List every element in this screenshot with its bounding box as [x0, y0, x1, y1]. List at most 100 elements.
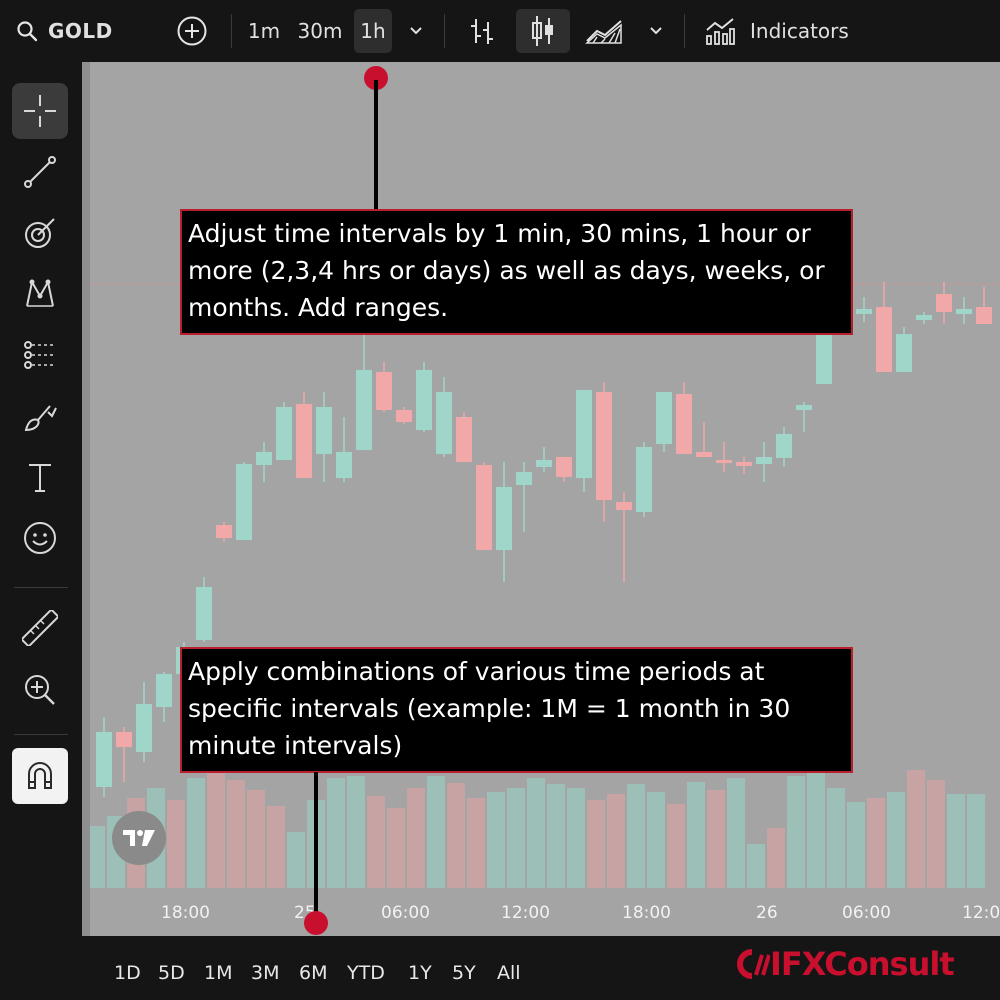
- zoom-in-tool[interactable]: [12, 662, 68, 718]
- chart-left-edge: [82, 62, 90, 936]
- range-3m[interactable]: 3M: [251, 962, 280, 984]
- candle-body: [456, 417, 472, 462]
- chevron-down-icon: [410, 27, 422, 35]
- candle-body: [156, 674, 172, 707]
- chart-type-dropdown[interactable]: [642, 0, 670, 62]
- candle-body: [936, 294, 952, 312]
- brush-tool[interactable]: [12, 388, 68, 444]
- volume-bar: [187, 778, 205, 888]
- magnet-icon: [28, 762, 52, 789]
- candle-body: [856, 309, 872, 314]
- brand-mark-icon: [737, 949, 770, 979]
- annotation-stem-bottom: [314, 772, 318, 918]
- text-icon: [29, 464, 51, 492]
- range-all[interactable]: All: [497, 962, 521, 984]
- candle-body: [396, 410, 412, 422]
- magnet-tool[interactable]: [12, 748, 68, 804]
- volume-bar: [907, 770, 925, 888]
- volume-bar: [227, 780, 245, 888]
- volume-bar: [547, 784, 565, 888]
- text-tool[interactable]: [12, 449, 68, 505]
- candle-body: [116, 732, 132, 747]
- candlestick-chart[interactable]: [82, 62, 1000, 936]
- compare-button[interactable]: [172, 0, 212, 62]
- candles-style-button[interactable]: [516, 9, 570, 53]
- pattern-tool[interactable]: [12, 266, 68, 322]
- add-symbol-icon: [177, 16, 207, 46]
- candle-body: [236, 464, 252, 540]
- annotation-ranges: Apply combinations of various time perio…: [180, 647, 853, 773]
- range-1d[interactable]: 1D: [114, 962, 141, 984]
- symbol-search[interactable]: GOLD: [16, 0, 116, 62]
- candle-body: [196, 587, 212, 640]
- brand-name: IFXConsult: [770, 945, 955, 983]
- range-1m[interactable]: 1M: [204, 962, 233, 984]
- gann-fib-tool[interactable]: [12, 205, 68, 261]
- range-5y[interactable]: 5Y: [452, 962, 476, 984]
- ruler-tool[interactable]: [12, 600, 68, 656]
- crosshair-tool[interactable]: [12, 83, 68, 139]
- volume-bar: [327, 778, 345, 888]
- volume-bar: [767, 828, 785, 888]
- candle-body: [436, 392, 452, 454]
- volume-bar: [787, 776, 805, 888]
- volume-bar: [867, 798, 885, 888]
- prediction-tool[interactable]: [12, 327, 68, 383]
- time-tick: 12:00: [501, 903, 550, 923]
- interval-30m[interactable]: 30m: [297, 19, 343, 43]
- pattern-icon: [26, 279, 54, 307]
- volume-bar: [807, 770, 825, 888]
- crosshair-icon: [24, 95, 56, 127]
- emoji-tool[interactable]: [12, 510, 68, 566]
- candle-body: [96, 732, 112, 787]
- trend-line-icon: [24, 156, 56, 188]
- time-axis: [90, 888, 1000, 936]
- range-ytd[interactable]: YTD: [347, 962, 385, 984]
- candles: [96, 282, 992, 797]
- candle-body: [536, 460, 552, 467]
- candle-body: [556, 457, 572, 477]
- candle-body: [816, 334, 832, 384]
- volume-bar: [167, 800, 185, 888]
- volume-bar: [407, 788, 425, 888]
- tools-divider: [14, 587, 68, 588]
- candle-body: [656, 392, 672, 444]
- tools-divider: [14, 734, 68, 735]
- range-5d[interactable]: 5D: [158, 962, 185, 984]
- indicators-button[interactable]: Indicators: [704, 0, 864, 62]
- interval-1m[interactable]: 1m: [247, 19, 281, 43]
- tradingview-logo[interactable]: [112, 811, 166, 865]
- candle-body: [316, 407, 332, 454]
- interval-dropdown[interactable]: [402, 0, 430, 62]
- candle-body: [756, 457, 772, 464]
- trend-line-tool[interactable]: [12, 144, 68, 200]
- candle-body: [296, 404, 312, 478]
- range-1y[interactable]: 1Y: [408, 962, 432, 984]
- top-toolbar: GOLD 1m 30m 1h: [0, 0, 1000, 62]
- volume-bar: [87, 826, 105, 888]
- area-style-button[interactable]: [582, 0, 628, 62]
- zoom-in-icon: [25, 675, 55, 705]
- toolbar-divider: [231, 14, 232, 48]
- volume-bar: [247, 790, 265, 888]
- candle-body: [796, 405, 812, 410]
- candle-body: [896, 334, 912, 372]
- candle-body: [256, 452, 272, 465]
- candle-body: [596, 392, 612, 500]
- area-chart-icon: [585, 20, 622, 44]
- volume-bar: [827, 788, 845, 888]
- bars-style-button[interactable]: [462, 0, 502, 62]
- emoji-icon: [24, 522, 56, 554]
- candle-body: [976, 307, 992, 324]
- candle-body: [676, 394, 692, 454]
- volume-bar: [947, 794, 965, 888]
- price-chart[interactable]: [82, 62, 1000, 936]
- interval-1h[interactable]: 1h: [354, 9, 392, 53]
- range-6m[interactable]: 6M: [299, 962, 328, 984]
- range-toolbar: [0, 936, 1000, 1000]
- volume-bar: [367, 796, 385, 888]
- annotation-pin-bottom: [304, 911, 328, 935]
- brand-logo: IFXConsult: [736, 944, 955, 984]
- annotation-intervals: Adjust time intervals by 1 min, 30 mins,…: [180, 209, 853, 335]
- volume-bar: [207, 748, 225, 888]
